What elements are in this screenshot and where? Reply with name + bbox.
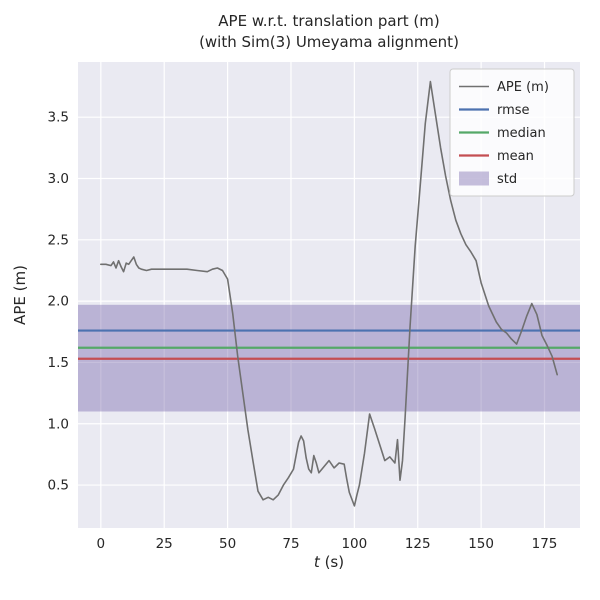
y-tick-label: 1.5 bbox=[48, 355, 69, 371]
legend-box bbox=[449, 68, 575, 197]
legend-label-rmse: rmse bbox=[497, 103, 530, 118]
legend-label-std: std bbox=[497, 172, 517, 187]
legend-label-mean: mean bbox=[497, 149, 534, 164]
legend-label-median: median bbox=[497, 126, 546, 141]
y-tick-label: 1.0 bbox=[48, 416, 69, 432]
legend-sample-std bbox=[459, 171, 489, 186]
x-tick-label: 75 bbox=[282, 536, 299, 552]
y-tick-label: 0.5 bbox=[48, 478, 69, 494]
y-tick-label: 3.0 bbox=[48, 171, 69, 187]
x-axis-label: t (s) bbox=[78, 553, 580, 571]
x-axis-label-var: t bbox=[313, 553, 320, 571]
chart-title: APE w.r.t. translation part (m) (with Si… bbox=[78, 11, 580, 53]
x-tick-label: 0 bbox=[97, 536, 106, 552]
x-tick-label: 150 bbox=[468, 536, 494, 552]
y-tick-label: 2.5 bbox=[48, 232, 69, 248]
chart-title-line2: (with Sim(3) Umeyama alignment) bbox=[199, 33, 459, 51]
x-tick-label: 25 bbox=[156, 536, 173, 552]
x-axis-label-unit: (s) bbox=[324, 553, 345, 571]
y-tick-label: 3.5 bbox=[48, 110, 69, 126]
x-tick-label: 100 bbox=[341, 536, 367, 552]
chart-title-line1: APE w.r.t. translation part (m) bbox=[218, 12, 440, 30]
ape-line bbox=[100, 80, 559, 507]
legend-label-ape-m: APE (m) bbox=[497, 80, 549, 95]
y-axis-label: APE (m) bbox=[11, 265, 29, 325]
x-tick-label: 125 bbox=[405, 536, 431, 552]
y-tick-label: 2.0 bbox=[48, 294, 69, 310]
x-tick-label: 175 bbox=[532, 536, 558, 552]
x-tick-label: 50 bbox=[219, 536, 236, 552]
